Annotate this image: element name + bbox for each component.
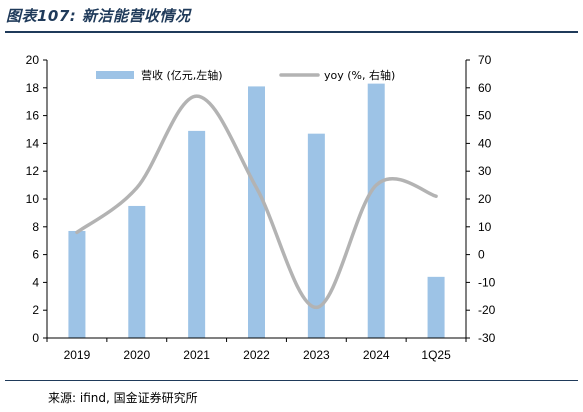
bar-2020: [128, 205, 146, 338]
left-tick-label: 0: [32, 331, 39, 345]
right-tick-label: 70: [478, 53, 492, 67]
right-tick-label: 40: [478, 136, 492, 150]
bar-2021: [188, 130, 206, 338]
right-tick-label: 50: [478, 109, 492, 123]
legend-swatch-bar: [96, 71, 134, 79]
chart-title: 图表107: 新洁能营收情况: [6, 7, 191, 25]
x-tick-label: 2023: [303, 348, 330, 362]
bar-2024: [367, 83, 385, 338]
x-tick-label: 2022: [243, 348, 270, 362]
title-rule: [5, 31, 578, 33]
right-tick-label: 20: [478, 192, 492, 206]
left-tick-label: 14: [26, 136, 40, 150]
left-tick-label: 12: [26, 164, 40, 178]
left-tick-label: 18: [26, 81, 40, 95]
legend-label-line: yoy (%, 右轴): [324, 68, 395, 82]
source-note: 来源: ifind, 国金证券研究所: [48, 391, 198, 405]
right-tick-label: 10: [478, 220, 492, 234]
right-tick-label: 0: [478, 248, 485, 262]
x-tick-label: 2020: [123, 348, 150, 362]
x-tick-label: 2024: [363, 348, 390, 362]
source-rule: [5, 380, 578, 381]
right-tick-label: -30: [478, 331, 496, 345]
bar-2023: [307, 133, 325, 338]
left-tick-label: 10: [26, 192, 40, 206]
left-tick-label: 8: [32, 220, 39, 234]
left-tick-label: 6: [32, 248, 39, 262]
x-tick-label: 2019: [64, 348, 91, 362]
left-tick-label: 4: [32, 275, 39, 289]
x-tick-label: 1Q25: [421, 348, 451, 362]
left-tick-label: 2: [32, 303, 39, 317]
bar-2022: [248, 86, 265, 338]
right-tick-label: -10: [478, 275, 496, 289]
left-tick-label: 20: [26, 53, 40, 67]
legend-label-bar: 营收 (亿元,左轴): [141, 68, 223, 82]
x-tick-label: 2021: [183, 348, 210, 362]
left-tick-label: 16: [26, 109, 40, 123]
right-tick-label: 60: [478, 81, 492, 95]
bar-2019: [68, 230, 86, 338]
bar-1Q25: [427, 276, 445, 338]
right-tick-label: 30: [478, 164, 492, 178]
right-tick-label: -20: [478, 303, 496, 317]
yoy-line: [75, 94, 438, 310]
